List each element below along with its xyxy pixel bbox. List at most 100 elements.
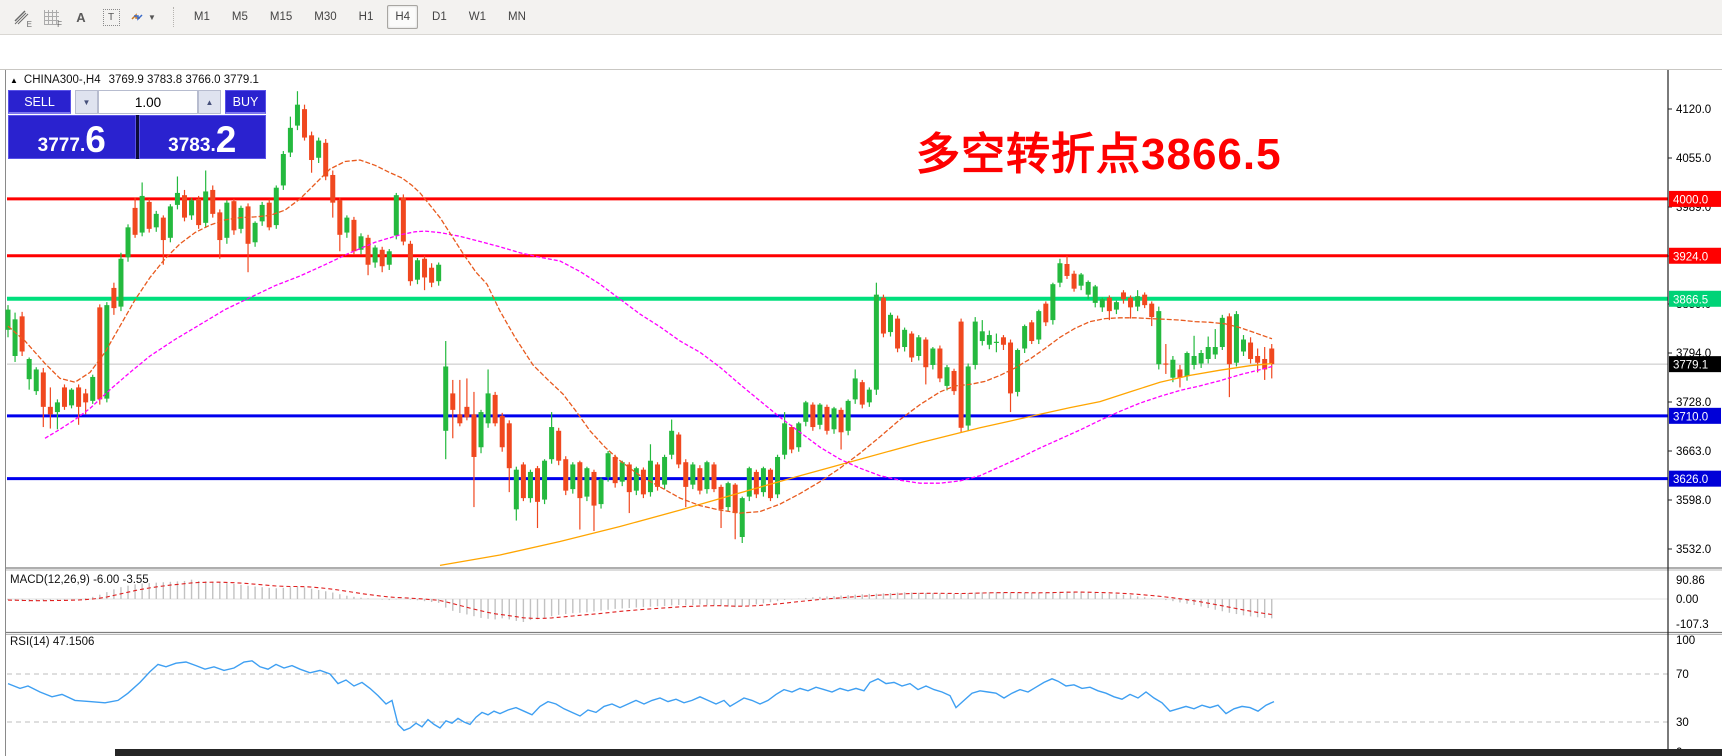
one-click-trade-panel: SELL ▼ 1.00 ▲ BUY 3777. 6 3783. 2 bbox=[8, 90, 266, 159]
candle-body bbox=[386, 251, 392, 265]
candle-body bbox=[570, 464, 576, 490]
candle-body bbox=[379, 249, 385, 267]
candle-body bbox=[1008, 342, 1014, 394]
fibonacci-grid-icon[interactable]: F bbox=[38, 4, 64, 30]
candle-body bbox=[393, 195, 399, 236]
candle-body bbox=[923, 339, 929, 368]
collapse-trade-panel-icon[interactable]: ▲ bbox=[10, 75, 18, 85]
volume-increase-button[interactable]: ▲ bbox=[198, 90, 221, 114]
volume-input[interactable]: 1.00 bbox=[98, 90, 198, 114]
symbol-ohlc-values: 3769.9 3783.8 3766.0 3779.1 bbox=[108, 74, 259, 86]
candle-body bbox=[838, 409, 844, 433]
candle-body bbox=[697, 468, 703, 491]
candle-body bbox=[965, 366, 971, 426]
candle-body bbox=[563, 459, 569, 491]
candle-body bbox=[930, 348, 936, 365]
candle-body bbox=[12, 319, 18, 356]
tf-d1[interactable]: D1 bbox=[432, 11, 447, 23]
candle-body bbox=[1170, 359, 1176, 378]
tf-w1[interactable]: W1 bbox=[468, 11, 486, 23]
candle-body bbox=[1142, 294, 1148, 306]
candle-body bbox=[125, 227, 131, 258]
candle-body bbox=[1064, 263, 1070, 276]
buy-button[interactable]: BUY bbox=[225, 90, 266, 114]
candle-body bbox=[1036, 311, 1042, 340]
candle-body bbox=[323, 142, 329, 177]
candle-body bbox=[951, 370, 957, 392]
volume-decrease-button[interactable]: ▼ bbox=[75, 90, 98, 114]
candle-body bbox=[436, 264, 442, 282]
candle-body bbox=[1078, 274, 1084, 286]
arrows-tool-caret[interactable]: ▼ bbox=[148, 12, 156, 22]
tf-m30[interactable]: M30 bbox=[314, 11, 337, 23]
candle-body bbox=[852, 378, 858, 400]
candle-body bbox=[888, 314, 893, 333]
candle-body bbox=[69, 389, 75, 406]
text-label-tool[interactable]: A bbox=[76, 9, 86, 25]
macd-scale-label: 90.86 bbox=[1676, 575, 1705, 587]
candle-body bbox=[1226, 316, 1232, 365]
candle-body bbox=[167, 206, 173, 238]
candle-body bbox=[422, 258, 428, 278]
candle-body bbox=[1191, 355, 1197, 365]
macd-scale-label: -107.3 bbox=[1676, 619, 1709, 631]
candle-body bbox=[76, 387, 82, 407]
candle-body bbox=[139, 195, 145, 233]
macd-signal-line bbox=[7, 581, 1272, 619]
candle-body bbox=[577, 462, 583, 499]
candle-body bbox=[19, 316, 25, 352]
rsi-scale-label: 100 bbox=[1676, 635, 1695, 647]
candle-body bbox=[640, 469, 646, 495]
draw-channel-icon[interactable]: E bbox=[8, 4, 34, 30]
candle-body bbox=[1233, 314, 1239, 363]
candle-body bbox=[584, 468, 590, 497]
candle-body bbox=[916, 337, 922, 356]
candle-body bbox=[824, 406, 830, 431]
macd-scale-label: 0.00 bbox=[1676, 594, 1698, 606]
candle-body bbox=[944, 367, 950, 386]
candle-body bbox=[1029, 322, 1035, 342]
candle-body bbox=[979, 331, 985, 342]
chart-canvas[interactable]: 4120.04055.03989.03924.03859.03794.03728… bbox=[0, 34, 1722, 756]
sell-price-box[interactable]: 3777. 6 bbox=[8, 115, 136, 159]
tf-h1[interactable]: H1 bbox=[358, 11, 374, 23]
buy-price-box[interactable]: 3783. 2 bbox=[138, 115, 266, 159]
buy-price-dot: . bbox=[210, 135, 216, 156]
candle-body bbox=[104, 305, 110, 399]
candle-body bbox=[1120, 292, 1126, 300]
candle-body bbox=[61, 387, 67, 407]
tf-h4-active[interactable]: H4 bbox=[387, 5, 419, 29]
candle-body bbox=[26, 358, 32, 380]
price-badge-3710.0 bbox=[1669, 407, 1721, 424]
sell-button[interactable]: SELL bbox=[8, 90, 71, 114]
text-box-tool[interactable]: T bbox=[98, 4, 124, 30]
price-tick-label: 3728.0 bbox=[1676, 397, 1711, 409]
candle-body bbox=[259, 204, 265, 222]
tf-mn[interactable]: MN bbox=[508, 11, 526, 23]
tf-m15[interactable]: M15 bbox=[269, 11, 293, 23]
tf-m5[interactable]: M5 bbox=[231, 11, 248, 23]
candle-body bbox=[40, 372, 46, 407]
arrows-tool[interactable]: ▼ bbox=[128, 4, 157, 30]
candle-body bbox=[542, 460, 548, 500]
candle-body bbox=[492, 394, 498, 424]
candle-body bbox=[485, 393, 491, 424]
candle-body bbox=[1022, 326, 1028, 349]
current-price-badge-label: 3779.1 bbox=[1673, 360, 1708, 372]
candle-body bbox=[358, 236, 364, 250]
rsi-line bbox=[7, 660, 1275, 732]
chart-window[interactable]: 4120.04055.03989.03924.03859.03794.03728… bbox=[0, 34, 1722, 756]
candle-body bbox=[535, 468, 540, 502]
candle-body bbox=[1015, 350, 1021, 392]
candle-body bbox=[662, 456, 668, 485]
candle-body bbox=[90, 376, 96, 401]
candle-body bbox=[683, 462, 689, 487]
candle-body bbox=[895, 318, 901, 349]
price-badge-3924.0 bbox=[1669, 247, 1721, 264]
tf-m1[interactable]: M1 bbox=[193, 11, 210, 23]
candle-body bbox=[443, 366, 449, 431]
candle-body bbox=[1050, 284, 1056, 321]
candle-body bbox=[527, 471, 533, 499]
price-badge-3710.0-label: 3710.0 bbox=[1673, 411, 1708, 423]
